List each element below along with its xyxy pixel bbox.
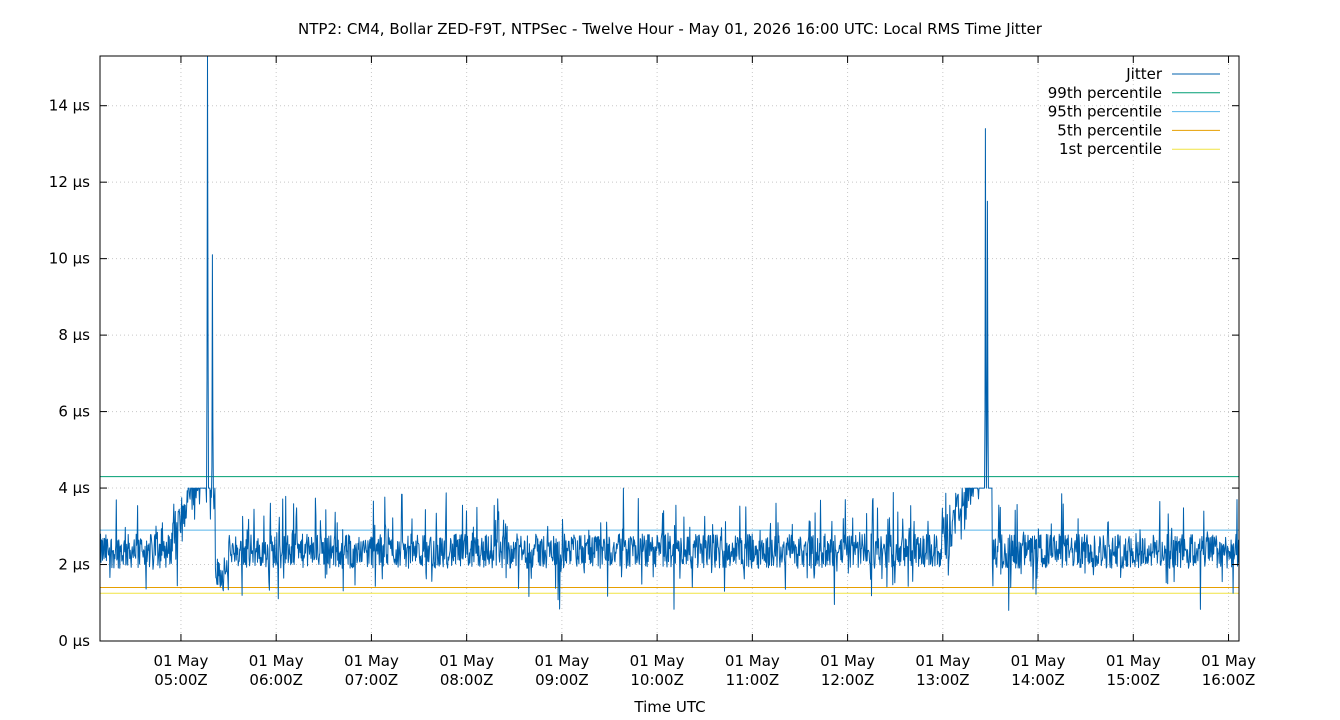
- x-tick-date-label: 01 May: [1106, 652, 1161, 670]
- x-tick-time-label: 10:00Z: [630, 671, 684, 689]
- legend-label: 95th percentile: [1048, 103, 1162, 121]
- x-tick-date-label: 01 May: [1011, 652, 1066, 670]
- legend-label: 99th percentile: [1048, 84, 1162, 102]
- legend-label: 1st percentile: [1059, 140, 1162, 158]
- x-tick-date-label: 01 May: [154, 652, 209, 670]
- y-tick-label: 6 µs: [58, 403, 90, 421]
- x-tick-time-label: 15:00Z: [1107, 671, 1161, 689]
- y-tick-label: 12 µs: [49, 173, 90, 191]
- x-tick-date-label: 01 May: [534, 652, 589, 670]
- y-tick-label: 14 µs: [49, 97, 90, 115]
- x-tick-date-label: 01 May: [439, 652, 494, 670]
- chart-title: NTP2: CM4, Bollar ZED-F9T, NTPSec - Twel…: [298, 20, 1043, 38]
- x-tick-date-label: 01 May: [915, 652, 970, 670]
- x-tick-date-label: 01 May: [1201, 652, 1256, 670]
- axes: 0 µs 2 µs 4 µs 6 µs 8 µs 10 µs 12 µs 14 µs 01 Ma…: [49, 56, 1256, 689]
- x-tick-date-label: 01 May: [725, 652, 780, 670]
- x-tick-time-label: 12:00Z: [821, 671, 875, 689]
- x-tick-time-label: 08:00Z: [440, 671, 494, 689]
- x-tick-date-label: 01 May: [249, 652, 304, 670]
- x-tick-date-label: 01 May: [344, 652, 399, 670]
- x-tick-time-label: 13:00Z: [916, 671, 970, 689]
- y-tick-label: 10 µs: [49, 250, 90, 268]
- plot-frame: [99, 55, 1240, 642]
- x-axis-label: Time UTC: [633, 698, 705, 716]
- series-layer: [99, 55, 1240, 611]
- x-tick-time-label: 11:00Z: [726, 671, 780, 689]
- x-tick-time-label: 07:00Z: [345, 671, 399, 689]
- jitter-series-line: [99, 55, 1240, 611]
- grid: [100, 56, 1239, 641]
- legend-label: 5th percentile: [1057, 121, 1162, 139]
- y-tick-label: 0 µs: [58, 632, 90, 650]
- x-tick-time-label: 06:00Z: [249, 671, 303, 689]
- y-tick-label: 4 µs: [58, 479, 90, 497]
- x-tick-date-label: 01 May: [630, 652, 685, 670]
- x-tick-time-label: 09:00Z: [535, 671, 589, 689]
- x-tick-time-label: 14:00Z: [1011, 671, 1065, 689]
- legend-label: Jitter: [1125, 65, 1163, 83]
- x-tick-date-label: 01 May: [820, 652, 875, 670]
- x-tick-time-label: 05:00Z: [154, 671, 208, 689]
- x-tick-time-label: 16:00Z: [1202, 671, 1256, 689]
- y-tick-label: 8 µs: [58, 326, 90, 344]
- y-tick-label: 2 µs: [58, 556, 90, 574]
